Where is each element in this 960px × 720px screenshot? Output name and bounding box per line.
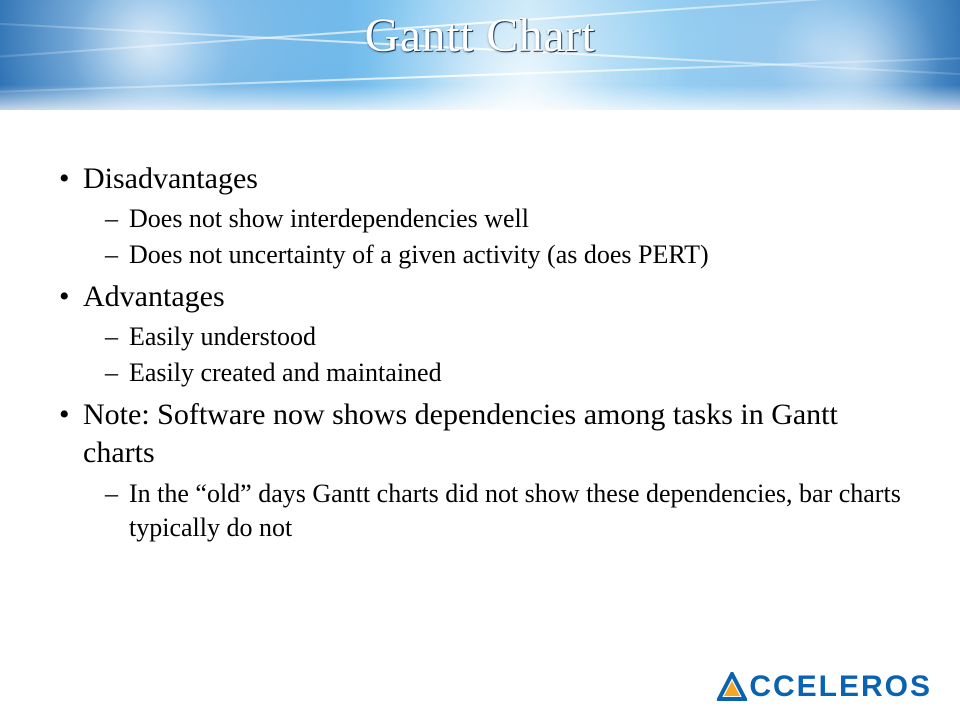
sub-bullet-list: Does not show interdependencies wellDoes… [55, 202, 905, 272]
bullet-item: Note: Software now shows dependencies am… [55, 396, 905, 544]
bullet-lvl1-text: Disadvantages [55, 160, 905, 198]
bullet-lvl2-text: Easily created and maintained [55, 356, 905, 390]
header-fade [0, 85, 960, 120]
bullet-item: Advantages Easily understoodEasily create… [55, 278, 905, 390]
bullet-lvl2-text: Does not show interdependencies well [55, 202, 905, 236]
bullet-lvl2-text: Does not uncertainty of a given activity… [55, 238, 905, 272]
bullet-lvl1-text: Advantages [55, 278, 905, 316]
slide: Gantt Chart Disadvantages Does not show i… [0, 0, 960, 720]
bullet-lvl2-text: Easily understood [55, 320, 905, 354]
slide-title: Gantt Chart [0, 8, 960, 63]
sub-bullet-list: Easily understoodEasily created and main… [55, 320, 905, 390]
footer-logo: CCELEROS [717, 672, 932, 702]
bullet-item: Disadvantages Does not show interdependen… [55, 160, 905, 272]
bullet-lvl2-text: In the “old” days Gantt charts did not s… [55, 477, 905, 545]
content-area: Disadvantages Does not show interdependen… [55, 160, 905, 550]
sub-bullet-list: In the “old” days Gantt charts did not s… [55, 477, 905, 545]
logo-word: CCELEROS [749, 672, 932, 702]
logo-triangle-icon [717, 672, 747, 702]
bullet-lvl1-text: Note: Software now shows dependencies am… [55, 396, 905, 473]
bullet-list: Disadvantages Does not show interdependen… [55, 160, 905, 544]
